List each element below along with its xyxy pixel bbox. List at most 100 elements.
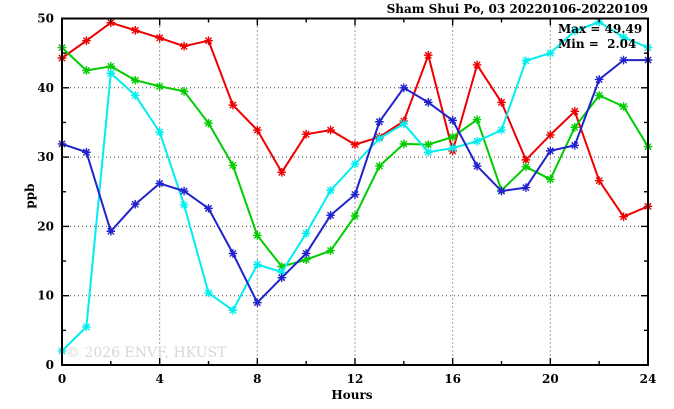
series-blue-marker-h8 <box>253 298 262 307</box>
series-cyan-marker-h5 <box>179 200 189 210</box>
series-blue-marker-h14 <box>399 83 409 93</box>
x-tick-label-4: 4 <box>155 372 163 386</box>
series-red-marker-h10 <box>301 129 311 139</box>
series-red-marker-h15 <box>423 50 433 60</box>
y-tick-label-20: 20 <box>37 219 54 233</box>
series-green-marker-h8 <box>253 231 262 240</box>
series-red-marker-h22 <box>594 176 604 185</box>
series-green-marker-h2 <box>106 62 116 71</box>
series-green-marker-h19 <box>521 162 531 172</box>
axis-ticks <box>61 17 649 366</box>
y-tick-label-50: 50 <box>37 12 54 26</box>
series-green-marker-h4 <box>155 82 164 91</box>
series-blue-marker-h21 <box>570 141 580 150</box>
axis-tick-labels: 0 4 8 12 16 20 24 0 10 20 30 40 50 <box>37 12 656 387</box>
series-cyan <box>57 17 653 356</box>
series-red-marker-h19 <box>521 155 531 165</box>
series-cyan-marker-h20 <box>546 48 555 58</box>
series-cyan-marker-h2 <box>106 68 116 78</box>
data-series <box>57 17 653 356</box>
series-blue-marker-h4 <box>155 179 164 188</box>
chart-title: Sham Shui Po, 03 20220106-20220109 <box>387 2 648 16</box>
series-cyan-marker-h6 <box>204 288 213 298</box>
series-blue-marker-h23 <box>619 55 628 65</box>
series-blue-marker-h5 <box>179 186 189 196</box>
series-green-marker-h14 <box>399 139 409 149</box>
series-blue-marker-h20 <box>546 146 555 156</box>
series-cyan-marker-h18 <box>497 125 506 135</box>
series-green-marker-h23 <box>619 102 628 111</box>
series-blue-marker-h10 <box>301 249 311 258</box>
series-cyan-marker-h8 <box>253 260 262 269</box>
series-blue-marker-h1 <box>82 147 91 157</box>
x-tick-label-20: 20 <box>542 372 559 386</box>
series-blue-marker-h12 <box>350 190 360 199</box>
series-red-marker-h21 <box>570 107 580 116</box>
series-red-marker-h11 <box>326 125 335 135</box>
series-red-marker-h7 <box>228 100 238 110</box>
series-cyan-marker-h9 <box>277 267 287 277</box>
series-red-marker-h3 <box>130 25 140 35</box>
series-green-marker-h13 <box>375 161 384 171</box>
series-cyan-marker-h12 <box>350 159 360 169</box>
series-cyan-marker-h10 <box>301 229 311 238</box>
series-blue-marker-h17 <box>472 161 482 171</box>
series-blue-marker-h18 <box>497 186 506 196</box>
series-red-marker-h17 <box>472 60 482 70</box>
y-tick-label-40: 40 <box>37 81 54 95</box>
series-blue-marker-h22 <box>594 75 604 84</box>
series-green-marker-h7 <box>228 161 238 170</box>
y-axis-label: ppb <box>23 183 37 208</box>
series-cyan-marker-h11 <box>326 186 335 195</box>
series-blue-marker-h16 <box>448 116 457 125</box>
series-cyan-marker-h1 <box>82 322 91 332</box>
series-red-marker-h5 <box>179 41 189 51</box>
series-red-marker-h12 <box>350 140 360 149</box>
series-blue-marker-h7 <box>228 249 238 258</box>
series-cyan-marker-h15 <box>423 147 433 157</box>
series-red-marker-h6 <box>204 36 213 45</box>
series-cyan-marker-h7 <box>228 305 238 315</box>
series-green-marker-h1 <box>82 66 91 75</box>
series-red-marker-h8 <box>253 125 262 135</box>
series-red-marker-h1 <box>82 36 91 45</box>
series-blue-marker-h11 <box>326 211 335 220</box>
series-cyan-marker-h21 <box>570 26 580 36</box>
series-red-line <box>61 21 649 218</box>
series-red-marker-h9 <box>277 168 287 177</box>
x-tick-label-12: 12 <box>347 372 364 386</box>
grid-lines <box>62 18 648 365</box>
series-green-marker-h12 <box>350 211 360 221</box>
x-tick-label-16: 16 <box>444 372 461 386</box>
min-annotation: Min = 2.04 <box>558 37 636 51</box>
series-red-marker-h20 <box>546 130 555 140</box>
series-blue-line <box>61 59 648 304</box>
series-cyan-marker-h16 <box>448 143 457 153</box>
max-annotation: Max = 49.49 <box>558 22 642 36</box>
series-green-marker-h22 <box>594 91 604 100</box>
series-cyan-marker-h3 <box>130 91 140 100</box>
series-green-marker-h3 <box>130 75 140 85</box>
series-green-marker-h17 <box>472 115 482 124</box>
watermark-text: © 2026 ENVF, HKUST <box>66 345 227 361</box>
y-tick-label-30: 30 <box>37 150 54 164</box>
series-green-marker-h9 <box>277 262 287 271</box>
x-axis-label: Hours <box>331 388 372 402</box>
series-cyan-marker-h14 <box>399 119 409 129</box>
series-cyan-marker-h17 <box>472 136 482 146</box>
series-blue-marker-h2 <box>106 226 116 236</box>
series-green-marker-h11 <box>326 246 335 255</box>
series-cyan-marker-h13 <box>375 134 384 143</box>
series-cyan-marker-h23 <box>619 32 628 42</box>
series-red-marker-h18 <box>497 98 506 107</box>
series-green-marker-h10 <box>301 255 311 264</box>
series-cyan-marker-h4 <box>155 127 164 137</box>
y-tick-label-0: 0 <box>46 358 54 372</box>
series-blue-marker-h19 <box>521 183 531 192</box>
series-red-marker-h23 <box>619 212 628 221</box>
series-green-marker-h16 <box>448 132 457 142</box>
x-tick-label-8: 8 <box>253 372 261 386</box>
series-green-line <box>61 46 649 268</box>
series-blue-marker-h15 <box>423 98 433 107</box>
series-green-marker-h15 <box>423 140 433 149</box>
